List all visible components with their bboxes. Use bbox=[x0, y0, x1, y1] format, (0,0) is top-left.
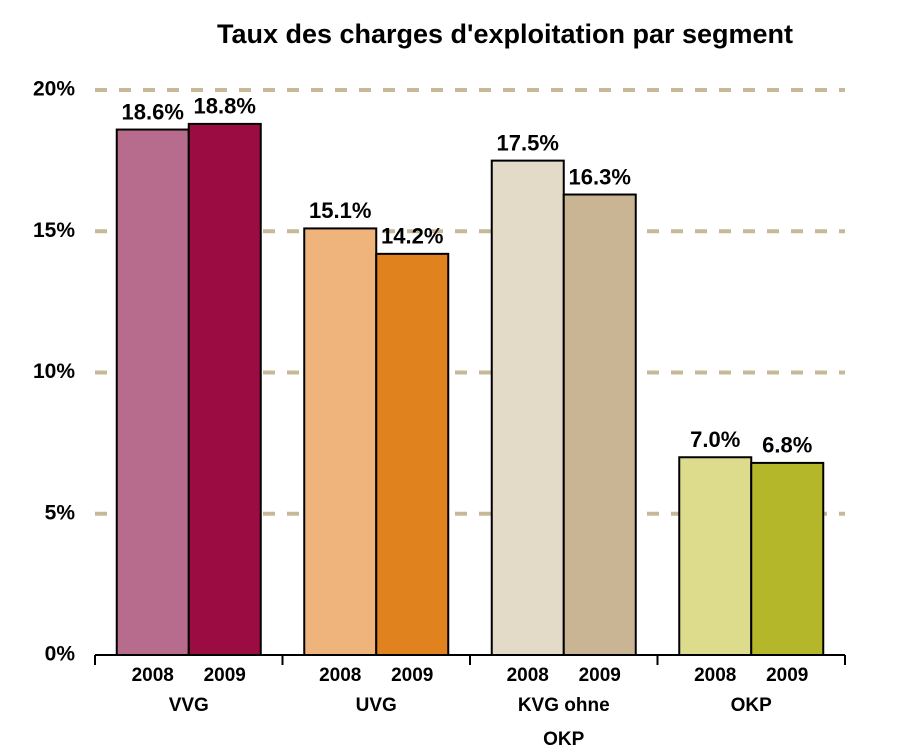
value-label: 18.8% bbox=[194, 94, 256, 119]
category-label-line: KVG ohne bbox=[518, 695, 610, 716]
y-tick-label: 5% bbox=[45, 501, 76, 524]
value-label: 15.1% bbox=[309, 198, 371, 223]
bar bbox=[187, 122, 262, 656]
bar bbox=[750, 461, 825, 656]
series-label: 2008 bbox=[132, 665, 174, 686]
value-label: 18.6% bbox=[122, 99, 184, 124]
category-label-line: UVG bbox=[356, 695, 397, 716]
value-label: 6.8% bbox=[762, 433, 812, 458]
y-tick-label: 20% bbox=[33, 78, 75, 101]
value-label: 17.5% bbox=[497, 130, 559, 155]
bar bbox=[562, 193, 637, 656]
category-label: OKP bbox=[731, 695, 773, 716]
series-label: 2009 bbox=[579, 665, 621, 686]
bar bbox=[115, 128, 190, 657]
category-label: UVG bbox=[356, 695, 397, 716]
series-label: 2009 bbox=[204, 665, 246, 686]
value-label: 7.0% bbox=[690, 427, 740, 452]
series-label: 2008 bbox=[507, 665, 549, 686]
category-label-line: OKP bbox=[543, 729, 585, 750]
bar bbox=[678, 456, 753, 656]
category-label: VVG bbox=[169, 695, 209, 716]
series-label: 2008 bbox=[319, 665, 361, 686]
category-label: KVG ohne OKP bbox=[518, 695, 610, 750]
series-label: 2008 bbox=[694, 665, 736, 686]
value-label: 16.3% bbox=[569, 164, 631, 189]
y-tick-label: 0% bbox=[45, 643, 76, 666]
category-label-line: OKP bbox=[731, 695, 773, 716]
value-label: 14.2% bbox=[381, 224, 443, 249]
category-label-line: VVG bbox=[169, 695, 209, 716]
series-label: 2009 bbox=[391, 665, 433, 686]
y-tick-label: 10% bbox=[33, 360, 75, 383]
y-tick-label: 15% bbox=[33, 219, 75, 242]
chart-title: Taux des charges d'exploitation par segm… bbox=[217, 19, 793, 49]
bar bbox=[490, 159, 565, 656]
bar bbox=[303, 227, 378, 657]
series-label: 2009 bbox=[766, 665, 808, 686]
bar bbox=[375, 252, 450, 656]
